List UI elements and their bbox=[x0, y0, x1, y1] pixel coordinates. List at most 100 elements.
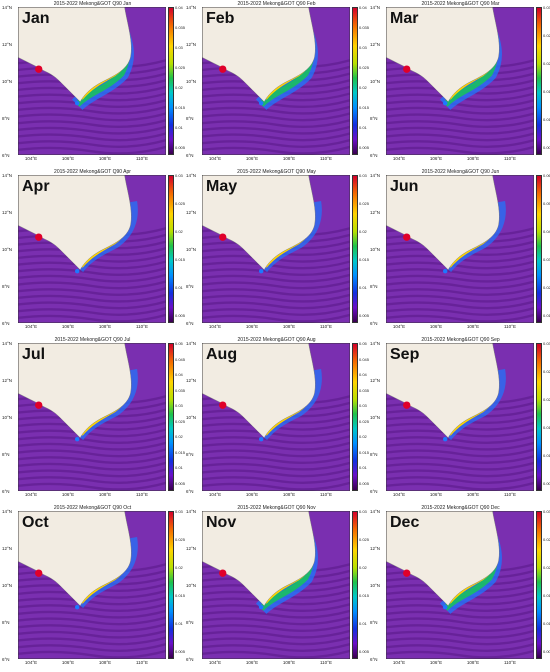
y-tick-label: 6°N bbox=[370, 153, 378, 158]
y-tick-label: 8°N bbox=[2, 452, 10, 457]
map-panel-jan: 2015-2022 Mekong&GOT Q90 Jan Jan 14°N 12°N 1… bbox=[0, 0, 186, 166]
sea-texture bbox=[202, 307, 350, 316]
sea-texture bbox=[18, 313, 166, 323]
x-tick-label: 108°E bbox=[282, 324, 296, 329]
map-panel-feb: 2015-2022 Mekong&GOT Q90 Feb Feb 14°N 12°N 1… bbox=[184, 0, 369, 166]
colorbar bbox=[352, 343, 358, 491]
sea-texture bbox=[18, 475, 166, 484]
map-plot bbox=[202, 511, 350, 659]
x-tick-label: 104°E bbox=[392, 324, 406, 329]
colorbar-tick: 0.05 bbox=[175, 341, 183, 346]
sea-texture bbox=[18, 461, 166, 471]
colorbar bbox=[168, 7, 174, 155]
colorbar bbox=[168, 343, 174, 491]
map-plot bbox=[386, 7, 534, 155]
y-tick-label: 8°N bbox=[186, 452, 194, 457]
colorbar-tick: 0.025 bbox=[543, 369, 550, 374]
coastal-hotspot bbox=[35, 401, 43, 409]
y-tick-label: 14°N bbox=[370, 509, 381, 514]
y-tick-label: 6°N bbox=[370, 321, 378, 326]
sea-texture bbox=[386, 428, 534, 438]
y-tick-label: 6°N bbox=[2, 657, 10, 662]
map-plot bbox=[18, 7, 166, 155]
land-mass bbox=[18, 175, 132, 271]
sea-texture bbox=[202, 260, 350, 270]
y-tick-label: 10°N bbox=[2, 415, 13, 420]
x-tick-label: 106°E bbox=[61, 660, 75, 665]
colorbar-tick: 0.01 bbox=[359, 285, 367, 290]
island-marker bbox=[258, 268, 264, 274]
colorbar-tick: 0.03 bbox=[543, 5, 550, 10]
y-tick-label: 10°N bbox=[370, 415, 381, 420]
sea-texture bbox=[386, 99, 534, 109]
island-marker bbox=[442, 100, 448, 106]
colorbar bbox=[536, 7, 542, 155]
x-tick-label: 106°E bbox=[61, 324, 75, 329]
sea-texture bbox=[386, 267, 534, 277]
sea-texture bbox=[386, 313, 534, 323]
colorbar-tick: 0.02 bbox=[359, 85, 367, 90]
y-tick-label: 8°N bbox=[370, 284, 378, 289]
colorbar-tick: 0.01 bbox=[175, 621, 183, 626]
island-marker bbox=[258, 100, 264, 106]
y-tick-label: 6°N bbox=[186, 153, 194, 158]
map-plot bbox=[18, 511, 166, 659]
coastal-hotspot bbox=[35, 569, 43, 577]
sea-texture bbox=[18, 300, 166, 310]
sea-texture bbox=[202, 616, 350, 626]
colorbar-tick: 0.015 bbox=[543, 593, 550, 598]
x-tick-label: 104°E bbox=[392, 660, 406, 665]
panel-title: 2015-2022 Mekong&GOT Q90 Jan bbox=[53, 1, 132, 7]
sea-texture bbox=[386, 293, 534, 303]
sea-texture bbox=[18, 455, 166, 464]
panel-title: 2015-2022 Mekong&GOT Q90 Aug bbox=[237, 337, 316, 343]
sea-texture bbox=[202, 603, 350, 613]
x-tick-label: 110°E bbox=[136, 492, 148, 497]
month-label: Sep bbox=[390, 346, 420, 363]
coastal-hotspot bbox=[35, 65, 43, 73]
sea-texture bbox=[386, 112, 534, 122]
map-panel-apr: 2015-2022 Mekong&GOT Q90 Apr Apr 14°N 12°N 1… bbox=[0, 168, 186, 334]
colorbar-tick: 0.025 bbox=[359, 201, 370, 206]
month-label: Nov bbox=[206, 514, 237, 531]
map-plot bbox=[202, 343, 350, 491]
colorbar-tick: 0.01 bbox=[175, 465, 183, 471]
y-tick-label: 14°N bbox=[2, 341, 13, 346]
colorbar-tick: 0.03 bbox=[175, 173, 183, 178]
sea-texture bbox=[202, 435, 350, 445]
land-mass bbox=[18, 7, 132, 103]
y-tick-label: 6°N bbox=[186, 657, 194, 662]
colorbar-tick: 0.025 bbox=[175, 65, 186, 70]
colorbar-tick: 0.01 bbox=[359, 465, 367, 471]
x-tick-label: 104°E bbox=[208, 324, 222, 329]
map-panel-may: 2015-2022 Mekong&GOT Q90 May May 14°N 12°N 1… bbox=[184, 168, 370, 334]
colorbar-tick: 0.015 bbox=[359, 449, 370, 455]
colorbar-tick: 0.04 bbox=[359, 5, 367, 10]
x-tick-label: 108°E bbox=[98, 324, 112, 329]
sea-texture bbox=[18, 273, 166, 283]
sea-texture bbox=[18, 603, 166, 613]
map-panel-nov: 2015-2022 Mekong&GOT Q90 Nov Nov 14°N 12°N 1… bbox=[184, 504, 370, 670]
x-tick-label: 106°E bbox=[429, 324, 443, 329]
y-tick-label: 6°N bbox=[370, 657, 378, 662]
y-tick-label: 10°N bbox=[186, 583, 197, 588]
colorbar-tick: 0.005 bbox=[175, 145, 186, 150]
sea-texture bbox=[18, 448, 166, 458]
colorbar bbox=[168, 175, 174, 323]
x-tick-label: 110°E bbox=[320, 324, 332, 329]
colorbar-tick: 0.01 bbox=[543, 621, 550, 626]
panel-title: 2015-2022 Mekong&GOT Q90 Jul bbox=[54, 337, 131, 343]
sea-texture bbox=[386, 119, 534, 128]
x-tick-label: 104°E bbox=[24, 324, 38, 329]
x-tick-label: 106°E bbox=[429, 492, 443, 497]
sea-texture bbox=[18, 105, 166, 115]
land-mass bbox=[18, 343, 132, 439]
colorbar-tick: 0.005 bbox=[175, 313, 186, 318]
sea-texture bbox=[202, 643, 350, 652]
y-tick-label: 12°N bbox=[370, 378, 381, 383]
island-marker bbox=[258, 604, 264, 610]
y-tick-label: 14°N bbox=[186, 341, 197, 346]
colorbar-tick: 0.015 bbox=[359, 593, 370, 598]
map-panel-oct: 2015-2022 Mekong&GOT Q90 Oct Oct 14°N 12°N 1… bbox=[0, 504, 185, 670]
colorbar-tick: 0.03 bbox=[175, 403, 183, 409]
